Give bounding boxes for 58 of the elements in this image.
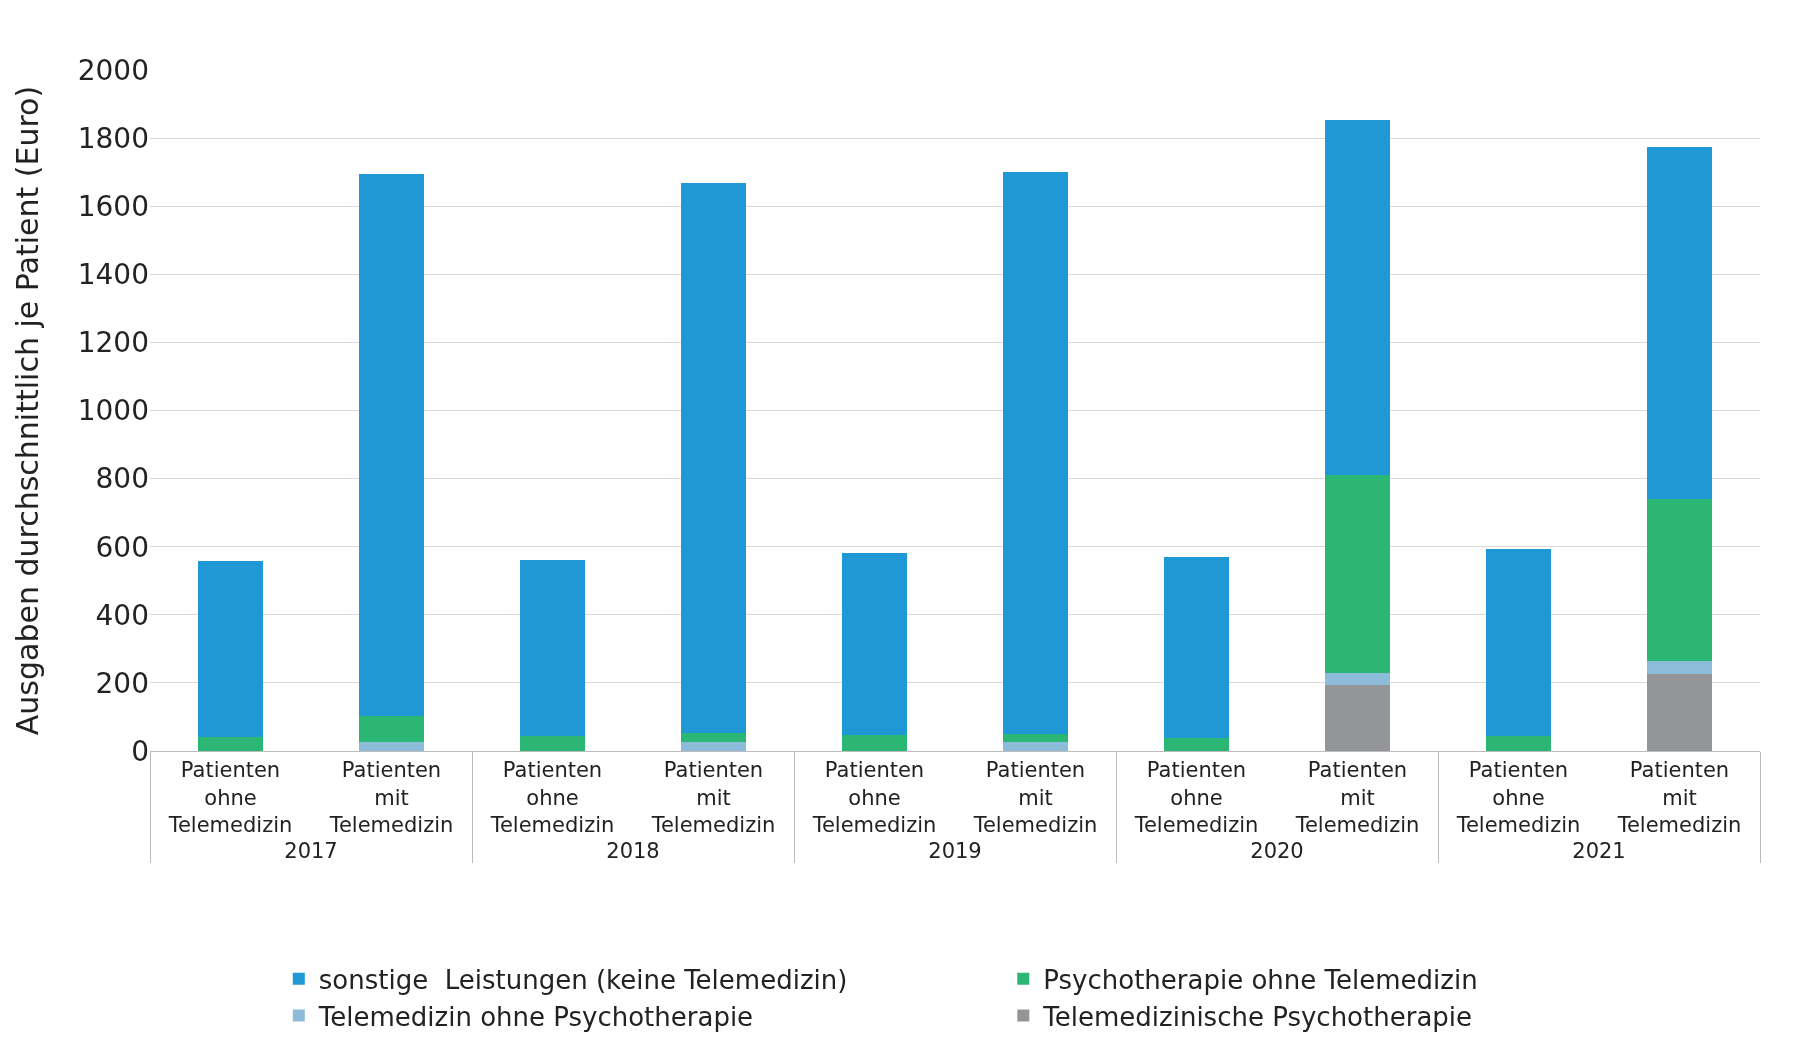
bar: [1647, 674, 1712, 751]
x-tick-label: Patienten mit Telemedizin: [1294, 758, 1420, 837]
bar: [1003, 733, 1068, 743]
bar: [1164, 737, 1229, 751]
y-tick-label: 200: [95, 666, 149, 700]
y-tick-label: 800: [95, 462, 149, 496]
bar: [1647, 146, 1712, 500]
y-tick-label: 1200: [77, 326, 149, 360]
bar: [1325, 673, 1390, 686]
bar: [359, 742, 424, 751]
x-tick-label: Patienten ohne Telemedizin: [1133, 758, 1259, 837]
y-tick-label: 400: [95, 598, 149, 632]
y-tick-label: 1800: [77, 121, 149, 155]
bar: [1647, 661, 1712, 675]
bar: [681, 732, 746, 743]
bar: [198, 561, 263, 738]
x-tick-label: Patienten ohne Telemedizin: [489, 758, 615, 837]
y-tick-label: 2000: [77, 53, 149, 87]
bar: [1486, 549, 1551, 737]
y-tick-label: 1400: [77, 258, 149, 292]
bar: [1325, 119, 1390, 475]
bar: [1325, 474, 1390, 674]
x-tick-label: Patienten mit Telemedizin: [650, 758, 776, 837]
bar: [359, 715, 424, 743]
bar: [520, 559, 585, 737]
bar: [1486, 736, 1551, 751]
legend-label: Psychotherapie ohne Telemedizin: [1043, 964, 1478, 995]
bar: [842, 552, 907, 736]
x-tick-label: Patienten mit Telemedizin: [328, 758, 454, 837]
legend-label: sonstige Leistungen (keine Telemedizin): [318, 964, 848, 995]
legend-label: Telemedizin ohne Psychotherapie: [317, 1001, 754, 1032]
text: 2019: [928, 838, 982, 863]
bar: [1003, 172, 1068, 734]
bar: [1164, 556, 1229, 738]
x-tick-label: Patienten mit Telemedizin: [972, 758, 1098, 837]
x-tick-label: Patienten ohne Telemedizin: [1455, 758, 1581, 837]
y-tick-label: 1000: [77, 394, 149, 428]
bar: [359, 173, 424, 716]
y-tick-label: 0: [131, 734, 149, 768]
bar: [198, 737, 263, 751]
y-tick-label: 600: [95, 530, 149, 564]
bar: [1325, 685, 1390, 751]
bar: [1003, 742, 1068, 751]
bar: [681, 183, 746, 733]
bar: [520, 736, 585, 751]
bar: [1647, 499, 1712, 662]
text: 2021: [1572, 838, 1626, 863]
legend-label: Telemedizinische Psychotherapie: [1042, 1001, 1473, 1032]
y-axis-title: Ausgaben durchschnittlich je Patient (Euro): [9, 85, 45, 736]
bar: [842, 735, 907, 751]
bar: [681, 742, 746, 751]
x-tick-label: Patienten mit Telemedizin: [1616, 758, 1742, 837]
x-tick-label: Patienten ohne Telemedizin: [811, 758, 937, 837]
text: 2017: [284, 838, 338, 863]
x-tick-label: Patienten ohne Telemedizin: [167, 758, 293, 837]
text: 2018: [606, 838, 660, 863]
y-tick-label: 1600: [77, 190, 149, 223]
text: 2020: [1250, 838, 1304, 863]
